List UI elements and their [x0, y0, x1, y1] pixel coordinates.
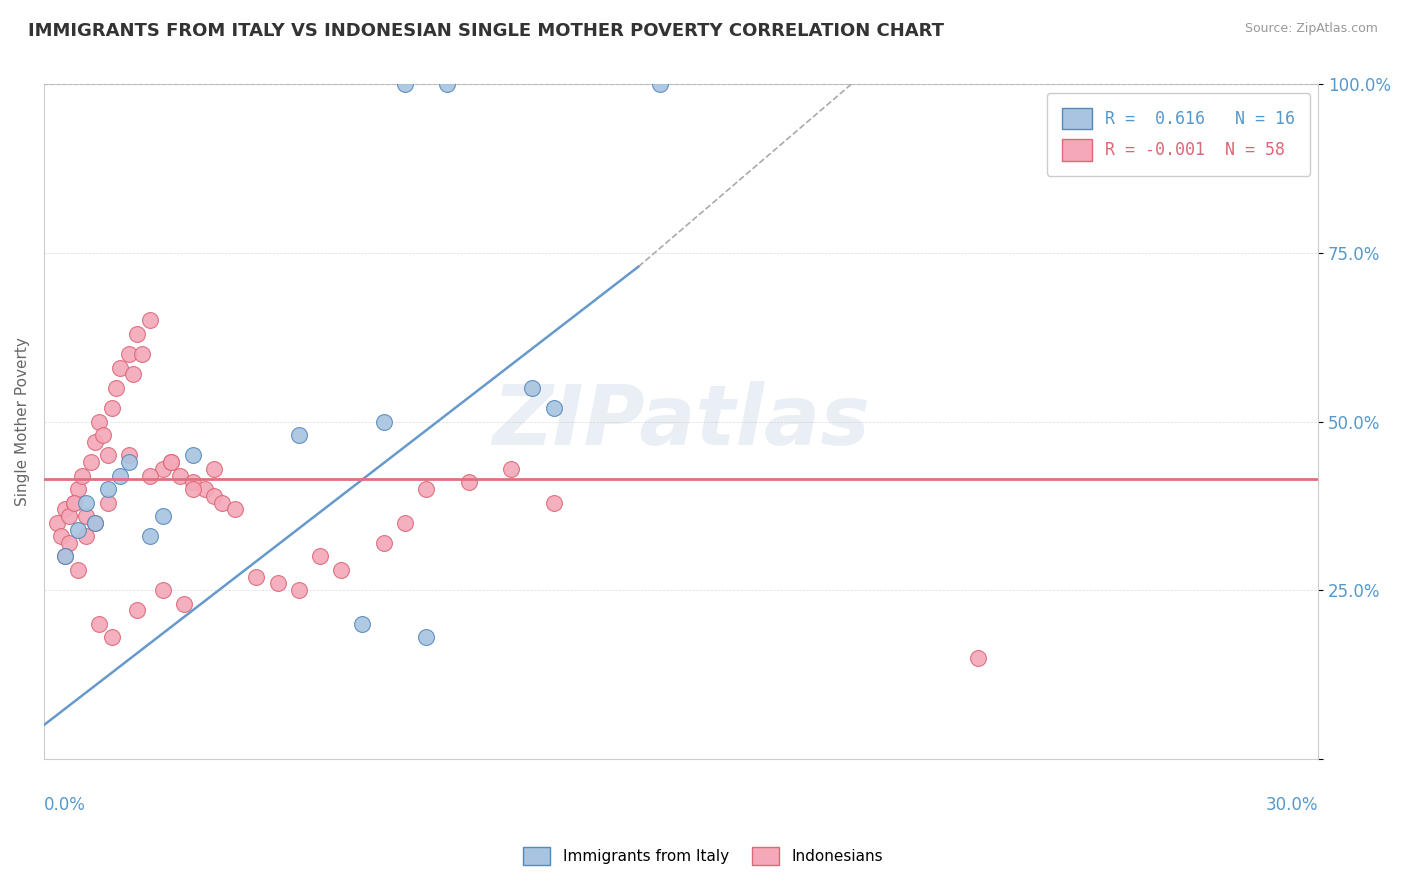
Point: [62, 495, 84, 509]
Point: [173, 597, 195, 611]
Point: [70, 468, 93, 483]
Point: [160, 455, 183, 469]
Point: [352, 616, 374, 631]
Text: ZIPatlas: ZIPatlas: [492, 381, 870, 462]
Point: [62, 495, 84, 509]
Point: [181, 448, 204, 462]
Point: [501, 462, 523, 476]
Point: [45, 516, 67, 530]
Point: [648, 78, 671, 92]
Point: [202, 462, 225, 476]
Point: [457, 475, 479, 490]
Point: [522, 381, 544, 395]
Point: [83, 434, 105, 449]
Point: [58, 536, 80, 550]
Point: [83, 516, 105, 530]
Point: [118, 448, 141, 462]
Point: [105, 381, 128, 395]
Point: [101, 401, 124, 416]
Point: [139, 468, 162, 483]
Point: [139, 529, 162, 543]
Point: [49, 529, 72, 543]
Point: [211, 495, 233, 509]
Point: [53, 502, 76, 516]
Point: [110, 468, 132, 483]
Point: [287, 428, 309, 442]
Point: [118, 347, 141, 361]
Text: Source: ZipAtlas.com: Source: ZipAtlas.com: [1244, 22, 1378, 36]
Point: [287, 583, 309, 598]
Point: [160, 455, 183, 469]
Point: [394, 78, 416, 92]
Point: [224, 502, 246, 516]
Point: [127, 603, 149, 617]
Y-axis label: Single Mother Poverty: Single Mother Poverty: [15, 337, 30, 506]
Text: IMMIGRANTS FROM ITALY VS INDONESIAN SINGLE MOTHER POVERTY CORRELATION CHART: IMMIGRANTS FROM ITALY VS INDONESIAN SING…: [28, 22, 943, 40]
Point: [202, 489, 225, 503]
Point: [66, 563, 89, 577]
Point: [122, 368, 145, 382]
Point: [169, 468, 191, 483]
Point: [75, 495, 97, 509]
Point: [394, 516, 416, 530]
Point: [415, 631, 437, 645]
Legend: Immigrants from Italy, Indonesians: Immigrants from Italy, Indonesians: [517, 841, 889, 871]
Point: [266, 576, 288, 591]
Point: [87, 616, 110, 631]
Point: [53, 549, 76, 564]
Point: [330, 563, 353, 577]
Point: [66, 482, 89, 496]
Point: [87, 415, 110, 429]
Point: [415, 482, 437, 496]
Legend: R =  0.616   N = 16, R = -0.001  N = 58: R = 0.616 N = 16, R = -0.001 N = 58: [1046, 93, 1310, 176]
Point: [93, 428, 115, 442]
Text: 30.0%: 30.0%: [1265, 796, 1319, 814]
Point: [967, 650, 990, 665]
Point: [181, 482, 204, 496]
Point: [97, 448, 120, 462]
Point: [543, 495, 565, 509]
Point: [373, 536, 395, 550]
Point: [97, 482, 120, 496]
Point: [309, 549, 332, 564]
Point: [110, 360, 132, 375]
Point: [58, 508, 80, 523]
Point: [127, 326, 149, 341]
Point: [194, 482, 217, 496]
Point: [101, 631, 124, 645]
Point: [245, 570, 267, 584]
Point: [152, 583, 174, 598]
Text: 0.0%: 0.0%: [44, 796, 86, 814]
Point: [75, 508, 97, 523]
Point: [152, 462, 174, 476]
Point: [543, 401, 565, 416]
Point: [53, 549, 76, 564]
Point: [131, 347, 153, 361]
Point: [436, 78, 458, 92]
Point: [373, 415, 395, 429]
Point: [181, 475, 204, 490]
Point: [66, 523, 89, 537]
Point: [79, 455, 101, 469]
Point: [83, 516, 105, 530]
Point: [152, 508, 174, 523]
Point: [97, 495, 120, 509]
Point: [75, 529, 97, 543]
Point: [118, 455, 141, 469]
Point: [139, 313, 162, 327]
